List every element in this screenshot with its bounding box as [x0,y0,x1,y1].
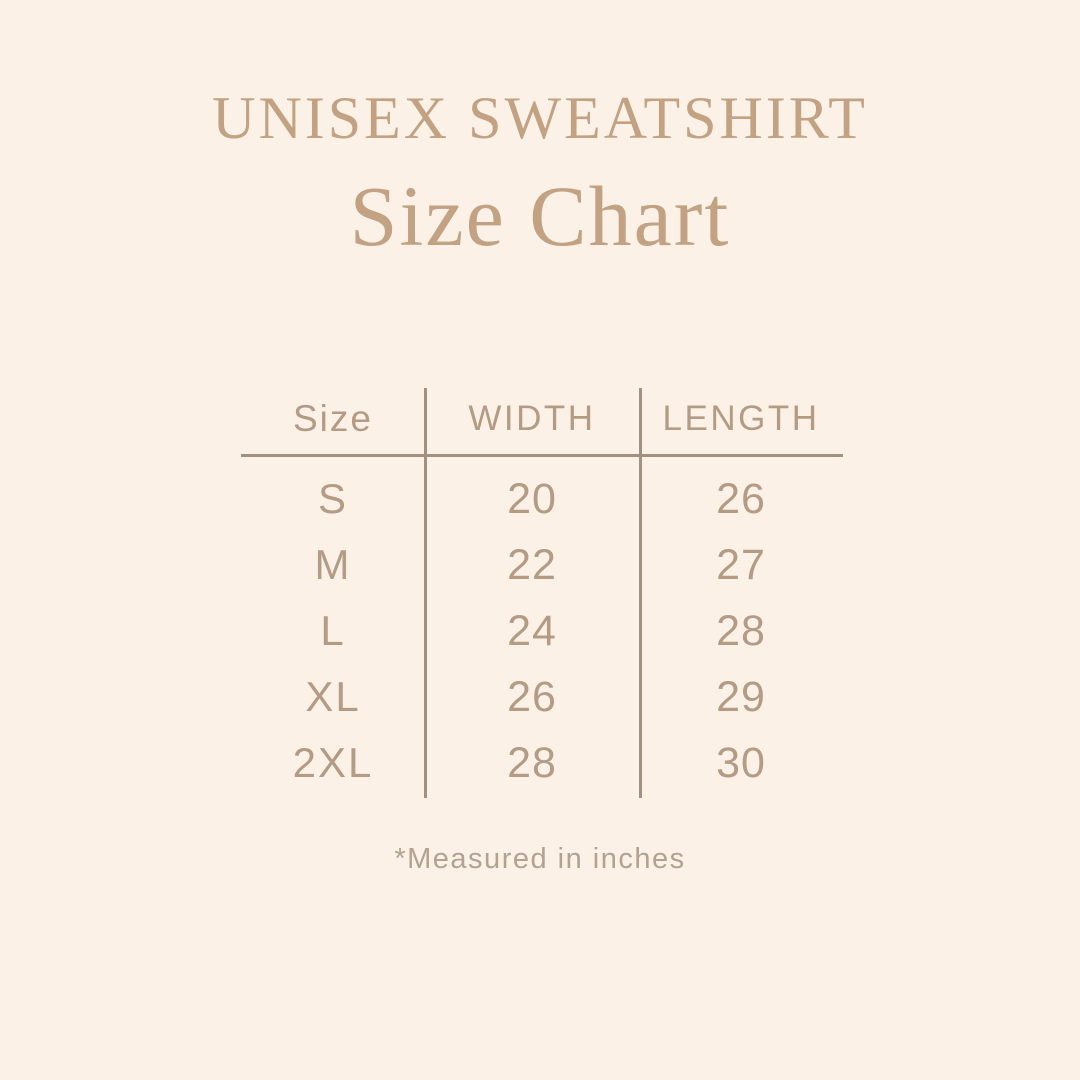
table-row-xl: XL 26 29 [241,664,843,730]
table-row-s: S 20 26 [241,466,843,532]
header-divider-line [241,454,843,457]
size-label: XL [305,673,361,720]
product-type-heading: UNISEX SWEATSHIRT [212,85,868,151]
size-label: L [320,607,346,654]
size-label: M [314,541,352,588]
length-value: 26 [716,474,766,523]
column-header-length: LENGTH [662,399,820,438]
table-row-2xl: 2XL 28 30 [241,730,843,796]
column-header-width: WIDTH [468,399,596,438]
length-value: 28 [716,606,766,655]
width-value: 26 [507,672,557,721]
column-header-size: Size [293,398,373,439]
length-value: 30 [716,738,766,787]
column-divider-right [639,388,642,798]
width-value: 22 [507,540,557,589]
size-label: 2XL [292,739,374,786]
column-divider-left [424,388,427,798]
size-table: Size WIDTH LENGTH S 20 26 M 22 27 L 24 2… [241,388,843,798]
size-table-body: S 20 26 M 22 27 L 24 28 XL 26 29 2XL [241,466,843,796]
length-value: 27 [716,540,766,589]
width-value: 20 [507,474,557,523]
page-title: Size Chart [349,168,731,264]
width-value: 24 [507,606,557,655]
measurement-footnote: *Measured in inches [394,843,686,875]
size-label: S [317,475,348,522]
table-row-l: L 24 28 [241,598,843,664]
length-value: 29 [716,672,766,721]
width-value: 28 [507,738,557,787]
table-row-m: M 22 27 [241,532,843,598]
size-table-header-row: Size WIDTH LENGTH [241,388,843,450]
